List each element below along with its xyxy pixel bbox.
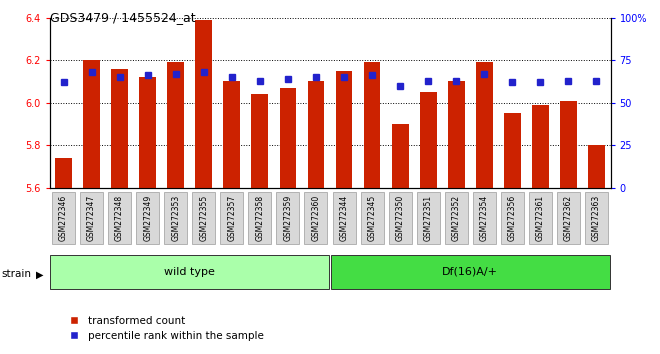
FancyBboxPatch shape	[389, 193, 412, 244]
Text: wild type: wild type	[164, 267, 215, 277]
FancyBboxPatch shape	[585, 193, 608, 244]
Bar	[139, 77, 156, 188]
Bar	[588, 145, 605, 188]
Bar	[391, 124, 409, 188]
FancyBboxPatch shape	[220, 193, 244, 244]
Legend: transformed count, percentile rank within the sample: transformed count, percentile rank withi…	[65, 311, 267, 345]
Bar	[168, 62, 184, 188]
Text: GSM272353: GSM272353	[171, 195, 180, 241]
FancyBboxPatch shape	[529, 193, 552, 244]
Bar	[364, 62, 380, 188]
FancyBboxPatch shape	[416, 193, 440, 244]
Bar	[504, 113, 521, 188]
Bar	[447, 81, 465, 188]
FancyBboxPatch shape	[248, 193, 271, 244]
Text: GSM272357: GSM272357	[227, 195, 236, 241]
FancyBboxPatch shape	[192, 193, 215, 244]
Text: GSM272350: GSM272350	[395, 195, 405, 241]
Text: GSM272349: GSM272349	[143, 195, 152, 241]
Text: GSM272347: GSM272347	[87, 195, 96, 241]
FancyBboxPatch shape	[52, 193, 75, 244]
FancyBboxPatch shape	[445, 193, 468, 244]
Bar	[420, 92, 437, 188]
FancyBboxPatch shape	[80, 193, 103, 244]
FancyBboxPatch shape	[557, 193, 580, 244]
Text: GSM272360: GSM272360	[312, 195, 321, 241]
Bar	[223, 81, 240, 188]
Text: GDS3479 / 1455524_at: GDS3479 / 1455524_at	[50, 11, 195, 24]
Text: GSM272352: GSM272352	[451, 195, 461, 241]
Bar	[195, 20, 213, 188]
FancyBboxPatch shape	[108, 193, 131, 244]
Bar	[280, 88, 296, 188]
Bar	[83, 60, 100, 188]
Text: GSM272344: GSM272344	[339, 195, 348, 241]
Bar	[55, 158, 72, 188]
Text: strain: strain	[1, 269, 31, 279]
FancyBboxPatch shape	[473, 193, 496, 244]
Text: GSM272348: GSM272348	[115, 195, 124, 241]
Text: GSM272351: GSM272351	[424, 195, 433, 241]
Text: GSM272361: GSM272361	[536, 195, 545, 241]
Bar	[532, 105, 549, 188]
Text: GSM272354: GSM272354	[480, 195, 489, 241]
Text: GSM272355: GSM272355	[199, 195, 209, 241]
Text: GSM272356: GSM272356	[508, 195, 517, 241]
FancyBboxPatch shape	[331, 256, 610, 289]
FancyBboxPatch shape	[501, 193, 524, 244]
Text: GSM272346: GSM272346	[59, 195, 68, 241]
Bar	[476, 62, 492, 188]
FancyBboxPatch shape	[164, 193, 187, 244]
FancyBboxPatch shape	[50, 256, 329, 289]
Text: Df(16)A/+: Df(16)A/+	[442, 267, 498, 277]
Text: GSM272345: GSM272345	[368, 195, 377, 241]
FancyBboxPatch shape	[136, 193, 159, 244]
Bar	[251, 94, 268, 188]
FancyBboxPatch shape	[360, 193, 383, 244]
Bar	[335, 71, 352, 188]
Text: GSM272363: GSM272363	[592, 195, 601, 241]
FancyBboxPatch shape	[333, 193, 356, 244]
Bar	[308, 81, 325, 188]
Text: GSM272359: GSM272359	[283, 195, 292, 241]
Bar	[560, 101, 577, 188]
Text: GSM272362: GSM272362	[564, 195, 573, 241]
FancyBboxPatch shape	[304, 193, 327, 244]
FancyBboxPatch shape	[277, 193, 300, 244]
Bar	[111, 69, 128, 188]
Text: GSM272358: GSM272358	[255, 195, 265, 241]
Text: ▶: ▶	[36, 269, 43, 279]
